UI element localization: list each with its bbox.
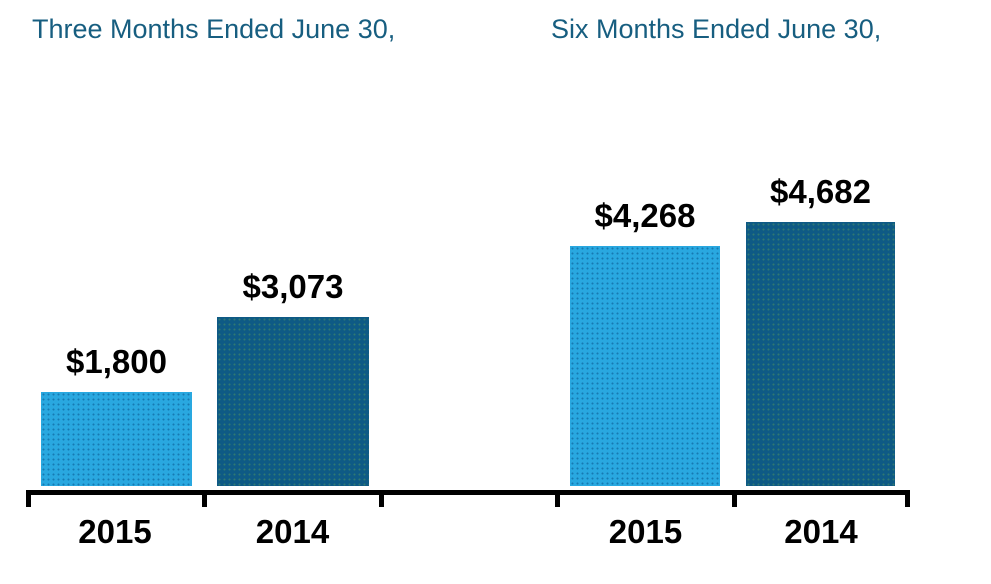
axis-tick [202,490,207,507]
bar-column-three-months-2014: $3,073 [217,267,369,486]
bar-three-months-2014 [217,317,369,486]
value-label-three-months-2015: $1,800 [66,342,167,380]
bar-column-six-months-2014: $4,682 [746,172,895,486]
x-axis-line [26,490,910,495]
group-title-six-months: Six Months Ended June 30, [551,14,882,44]
x-tick-label-six-months-2014: 2014 [784,513,858,550]
axis-tick [905,490,910,507]
bar-six-months-2014 [746,222,895,486]
bar-six-months-2015 [570,246,720,486]
axis-tick [379,490,384,507]
x-tick-label-three-months-2014: 2014 [255,513,330,550]
value-label-six-months-2014: $4,682 [770,172,871,210]
value-label-three-months-2014: $3,073 [242,267,344,305]
axis-tick [555,490,560,507]
value-label-six-months-2015: $4,268 [594,196,696,234]
bar-column-three-months-2015: $1,800 [41,342,192,486]
x-tick-label-six-months-2015: 2015 [608,513,683,550]
group-title-three-months: Three Months Ended June 30, [32,14,396,44]
axis-tick [26,490,31,507]
bar-three-months-2015 [41,392,192,486]
axis-tick [732,490,737,507]
x-tick-label-three-months-2015: 2015 [78,513,152,550]
bar-column-six-months-2015: $4,268 [570,196,720,486]
